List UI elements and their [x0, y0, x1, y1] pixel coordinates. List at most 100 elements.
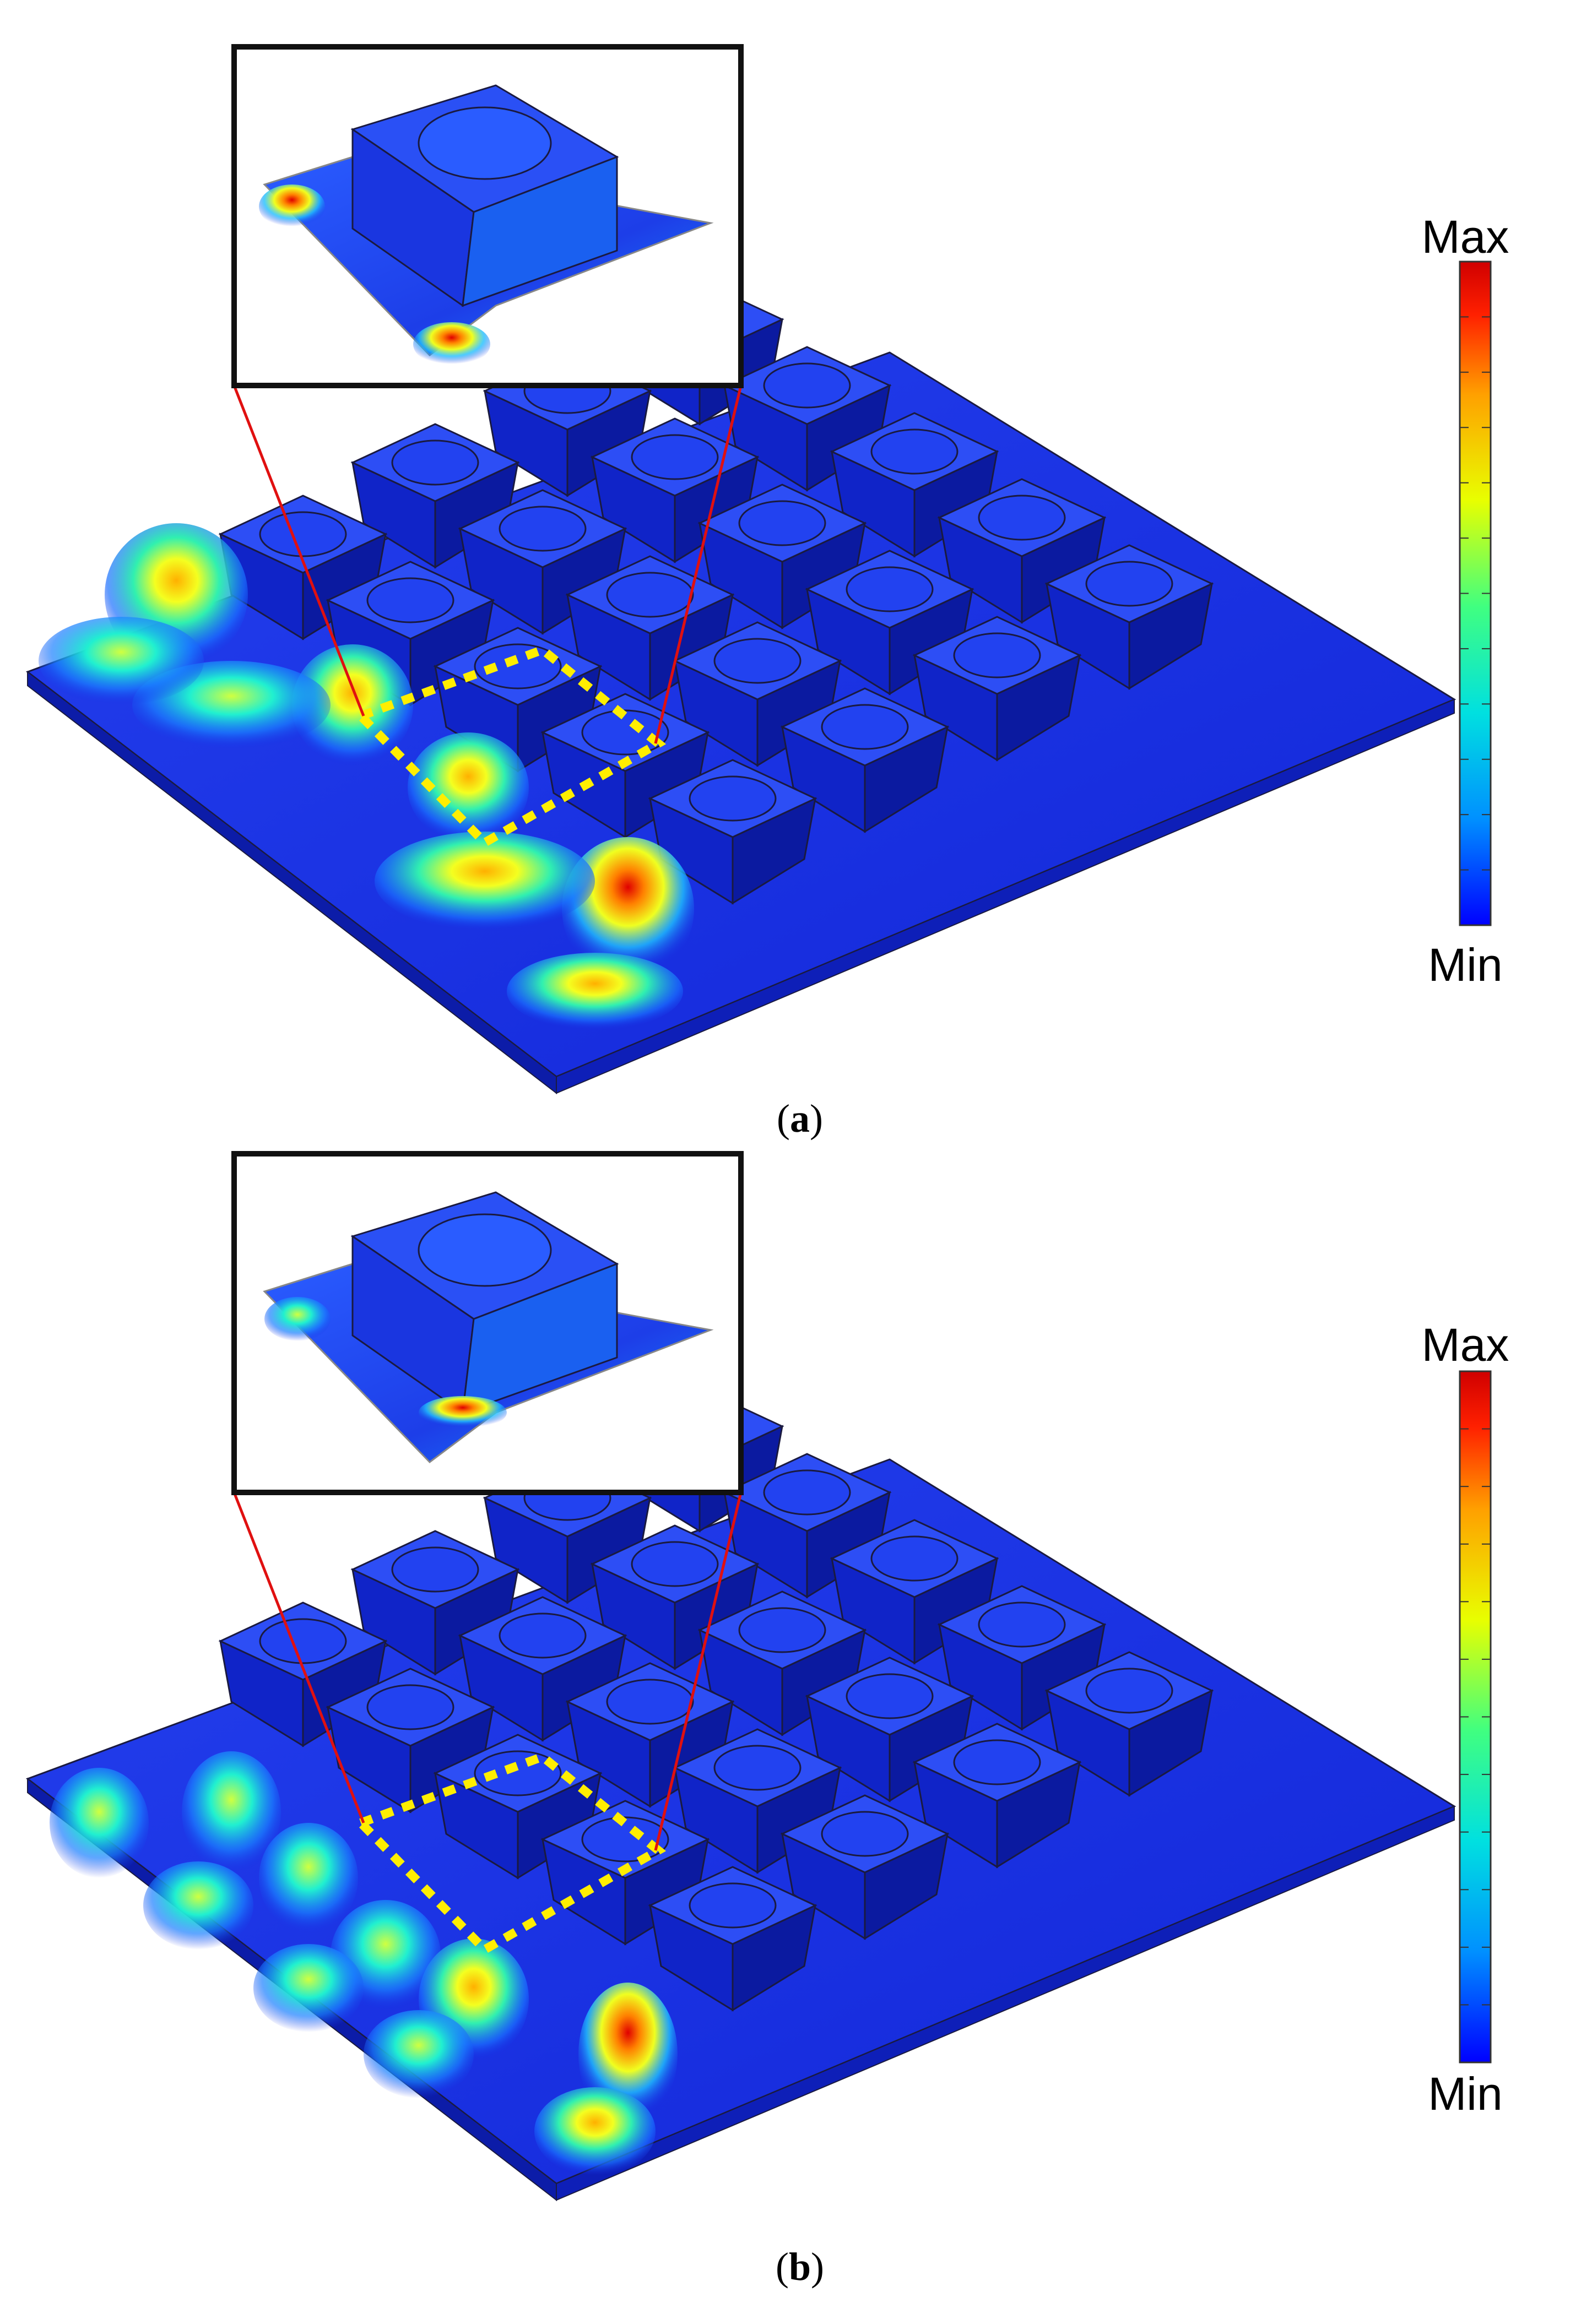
inset-stress-hotspot: [413, 322, 490, 366]
block-hole: [953, 1739, 1041, 1785]
block: [673, 621, 842, 767]
deformation-peak: [253, 1944, 364, 2032]
block: [458, 489, 627, 635]
highlight-region: [353, 644, 667, 849]
block: [326, 1668, 495, 1813]
panel-b: [25, 1151, 1492, 2202]
block-hole: [689, 775, 777, 822]
caption-b-close: ): [811, 2245, 824, 2289]
block: [565, 555, 735, 701]
block: [805, 550, 974, 696]
block-hole: [953, 632, 1041, 678]
block-hole: [738, 500, 826, 546]
block-hole: [581, 709, 669, 756]
block-hole: [978, 495, 1066, 541]
block: [697, 484, 867, 629]
block-hole: [846, 1673, 934, 1719]
colorbar: [1459, 1370, 1492, 2064]
inset-stress-hotspot: [419, 1396, 507, 1429]
deformation-peak: [364, 2010, 474, 2098]
inset-detail: [231, 44, 744, 388]
block: [540, 1800, 710, 1946]
deformation-peak: [143, 1861, 253, 1950]
leader-line-left: [232, 385, 365, 716]
block: [937, 1585, 1107, 1731]
block-hole: [689, 1882, 777, 1929]
inset-detail: [231, 1151, 744, 1495]
colorbar: [1459, 260, 1492, 926]
block-hole: [499, 1612, 587, 1659]
block: [590, 417, 760, 563]
inset-hole: [418, 1213, 552, 1287]
block-hole: [499, 506, 587, 552]
block-hole: [631, 1541, 719, 1587]
block: [458, 1596, 627, 1742]
block-hole: [474, 643, 562, 689]
caption-b-open: (: [775, 2245, 789, 2289]
leader-line-right: [654, 1492, 743, 1851]
block-hole: [366, 577, 454, 623]
deformation-peak: [375, 832, 595, 931]
block-hole: [978, 1601, 1066, 1648]
block: [780, 1794, 950, 1940]
block: [1044, 1651, 1214, 1797]
caption-a-close: ): [810, 1096, 823, 1141]
block: [830, 1519, 999, 1665]
block: [912, 1723, 1082, 1869]
inset-stress-hotspot: [259, 184, 325, 229]
block-hole: [474, 1750, 562, 1796]
colorbar-b-max-label: Max: [1421, 1319, 1509, 1371]
block: [722, 346, 892, 492]
block-hole: [606, 1679, 694, 1725]
block-hole: [870, 1535, 959, 1582]
block: [648, 759, 817, 905]
inset-stress-hotspot: [264, 1297, 331, 1341]
caption-a: (a): [745, 1099, 855, 1138]
inset-block-right: [462, 155, 618, 307]
block-hole: [763, 362, 851, 409]
block-hole: [870, 428, 959, 475]
block-hole: [821, 1811, 909, 1857]
block: [722, 1453, 892, 1599]
block: [830, 412, 999, 558]
block-hole: [738, 1607, 826, 1653]
block-hole: [821, 704, 909, 750]
block-hole: [1085, 1668, 1173, 1714]
block: [937, 478, 1107, 624]
colorbar-a-max-label: Max: [1421, 211, 1509, 263]
block: [590, 1524, 760, 1670]
deformation-peak: [50, 1768, 149, 1878]
plate-left-edge: [27, 670, 557, 1095]
panel-a: [25, 44, 1492, 1095]
block: [805, 1657, 974, 1802]
colorbar-a-min-label: Min: [1428, 939, 1503, 991]
leader-line-right: [654, 385, 743, 744]
deformation-peak: [39, 617, 204, 705]
block: [648, 1866, 817, 2012]
caption-b: (b): [745, 2247, 855, 2287]
block-hole: [581, 1816, 669, 1863]
block-hole: [1085, 561, 1173, 607]
block: [912, 616, 1082, 762]
block: [350, 423, 520, 569]
colorbar-b-min-label: Min: [1428, 2068, 1503, 2120]
caption-a-open: (: [777, 1096, 790, 1141]
inset-block-right: [462, 1262, 618, 1414]
highlight-region: [353, 1751, 667, 1956]
block: [218, 495, 388, 640]
block: [433, 1734, 603, 1880]
block-hole: [846, 566, 934, 612]
block-hole: [259, 511, 347, 557]
deformation-peak: [182, 1751, 281, 1872]
block: [1044, 544, 1214, 690]
block-hole: [631, 434, 719, 480]
block-hole: [713, 1745, 802, 1791]
deformation-peak: [507, 953, 683, 1030]
block-hole: [763, 1469, 851, 1516]
block: [565, 1662, 735, 1808]
deformation-peak: [534, 2087, 656, 2175]
block: [780, 687, 950, 833]
inset-hole: [418, 106, 552, 180]
